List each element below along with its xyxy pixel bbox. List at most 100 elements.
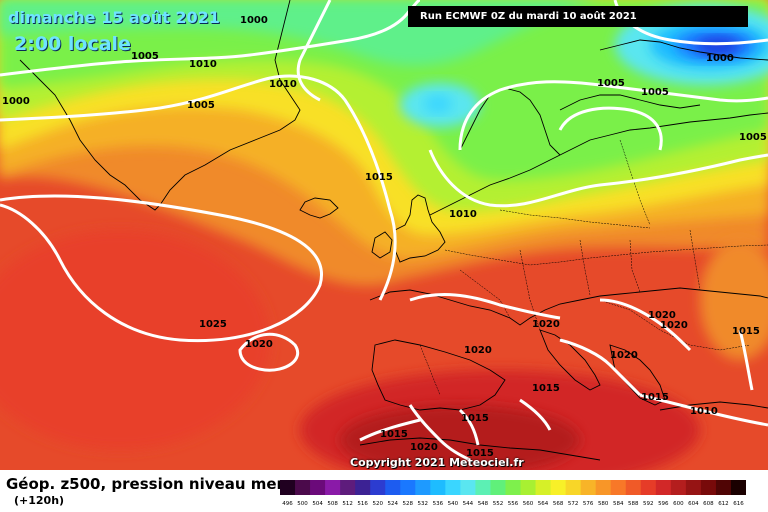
scale-swatch [580, 480, 597, 495]
isobar-label: 1000 [2, 96, 30, 107]
scale-swatch [490, 480, 506, 495]
isobar-label: 1020 [610, 350, 638, 361]
scale-tick-label: 524 [387, 501, 398, 507]
scale-swatch [715, 480, 732, 495]
scale-swatch [400, 480, 416, 495]
scale-tick-label: 604 [688, 501, 699, 507]
map-canvas: 1000 1005 1010 1010 1005 1000 1015 1010 … [0, 0, 768, 470]
isobar-label: 1005 [187, 100, 215, 111]
scale-tick-label: 616 [733, 501, 744, 507]
scale-swatch [670, 480, 687, 495]
scale-tick-label: 600 [673, 501, 684, 507]
isobar-label: 1005 [641, 87, 669, 98]
scale-tick-label: 560 [523, 501, 534, 507]
scale-swatch [340, 480, 356, 495]
scale-tick-label: 532 [418, 501, 429, 507]
scale-swatch [295, 480, 311, 495]
scale-swatch [730, 480, 746, 495]
scale-swatch [325, 480, 341, 495]
scale-swatch [610, 480, 627, 495]
scale-tick-label: 540 [448, 501, 459, 507]
scale-swatch [355, 480, 371, 495]
scale-tick-label: 544 [463, 501, 474, 507]
scale-swatch [655, 480, 672, 495]
isobar-labels: 1000 1005 1010 1010 1005 1000 1015 1010 … [2, 15, 767, 459]
scale-tick-label: 508 [327, 501, 338, 507]
isobar-label: 1000 [706, 53, 734, 64]
scale-tick-label: 516 [357, 501, 368, 507]
isobar-label: 1005 [739, 132, 767, 143]
scale-swatch [370, 480, 386, 495]
scale-swatch [625, 480, 642, 495]
isobar-label: 1025 [199, 319, 227, 330]
isobar-label: 1005 [597, 78, 625, 89]
scale-tick-label: 588 [628, 501, 639, 507]
isobar-label: 1015 [365, 172, 393, 183]
scale-swatch [700, 480, 717, 495]
weather-map: 1000 1005 1010 1010 1005 1000 1015 1010 … [0, 0, 768, 470]
scale-tick-label: 548 [478, 501, 489, 507]
forecast-time: 2:00 locale [14, 33, 131, 55]
scale-tick-label: 536 [433, 501, 444, 507]
isobar-label: 1020 [648, 310, 676, 321]
scale-tick-label: 496 [282, 501, 293, 507]
scale-tick-label: 572 [568, 501, 579, 507]
scale-swatch [310, 480, 326, 495]
scale-tick-label: 512 [342, 501, 353, 507]
scale-swatch [685, 480, 702, 495]
map-title: Géop. z500, pression niveau mer [6, 475, 284, 493]
isobar-label: 1020 [532, 319, 560, 330]
isobar-label: 1010 [189, 59, 217, 70]
scale-tick-label: 520 [372, 501, 383, 507]
isobar-label: 1020 [410, 442, 438, 453]
scale-swatch [385, 480, 401, 495]
isobar-label: 1020 [464, 345, 492, 356]
color-scale-legend: 496 500 504 508 512 516 520 524 528 532 536 540 544 5… [280, 480, 746, 507]
scale-swatch [640, 480, 657, 495]
scale-tick-label: 576 [583, 501, 594, 507]
scale-swatch [430, 480, 446, 495]
scale-tick-label: 612 [718, 501, 729, 507]
isobar-label: 1010 [269, 79, 297, 90]
isobar-label: 1015 [466, 448, 494, 459]
scale-tick-label: 504 [312, 501, 323, 507]
scale-tick-label: 500 [297, 501, 308, 507]
scale-tick-label: 556 [508, 501, 519, 507]
scale-swatch [565, 480, 582, 495]
scale-swatch [445, 480, 461, 495]
coastlines [19, 0, 768, 461]
model-run-banner: Run ECMWF 0Z du mardi 10 août 2021 [408, 6, 748, 27]
scale-swatch [505, 480, 522, 495]
scale-swatch [415, 480, 431, 495]
scale-swatch [595, 480, 612, 495]
isobar-label: 1015 [532, 383, 560, 394]
isobar-label: 1010 [690, 406, 718, 417]
scale-tick-label: 584 [613, 501, 624, 507]
isobar-label: 1005 [131, 51, 159, 62]
scale-swatch [520, 480, 537, 495]
scale-swatch [535, 480, 552, 495]
scale-tick-label: 528 [403, 501, 414, 507]
copyright-notice: Copyright 2021 Meteociel.fr [350, 456, 524, 469]
scale-swatch [280, 480, 296, 495]
scale-tick-label: 552 [493, 501, 504, 507]
scale-swatch [460, 480, 476, 495]
forecast-date: dimanche 15 août 2021 [8, 8, 220, 27]
scale-tick-label: 580 [598, 501, 609, 507]
isobar-label: 1015 [732, 326, 760, 337]
geopotential-field [0, 0, 768, 470]
scale-tick-label: 596 [658, 501, 669, 507]
isobar-label: 1010 [449, 209, 477, 220]
isobar-label: 1015 [641, 392, 669, 403]
scale-tick-label: 608 [703, 501, 714, 507]
scale-tick-label: 592 [643, 501, 654, 507]
forecast-lead-time: (+120h) [14, 494, 65, 507]
isobar-label: 1015 [380, 429, 408, 440]
scale-tick-label: 564 [538, 501, 549, 507]
isobar-label: 1020 [660, 320, 688, 331]
scale-tick-label: 568 [553, 501, 564, 507]
scale-swatch [550, 480, 567, 495]
isobar-label: 1000 [240, 15, 268, 26]
isobar-label: 1020 [245, 339, 273, 350]
isobar-label: 1015 [461, 413, 489, 424]
